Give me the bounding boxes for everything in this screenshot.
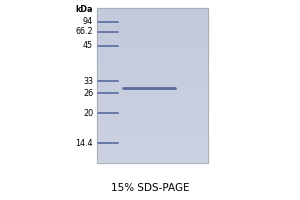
Bar bbox=[97, 16, 208, 18]
Bar bbox=[97, 132, 208, 134]
Bar bbox=[97, 116, 208, 118]
Text: 14.4: 14.4 bbox=[76, 138, 93, 148]
Bar bbox=[97, 138, 208, 140]
Bar bbox=[97, 142, 208, 144]
Bar bbox=[97, 130, 208, 132]
Bar bbox=[97, 124, 208, 126]
Bar bbox=[97, 107, 208, 109]
Bar bbox=[97, 31, 208, 33]
Bar bbox=[97, 144, 208, 146]
Bar bbox=[97, 64, 208, 66]
Bar bbox=[97, 136, 208, 138]
Bar bbox=[97, 10, 208, 12]
Bar bbox=[97, 101, 208, 103]
Bar bbox=[97, 58, 208, 60]
Bar bbox=[97, 95, 208, 97]
Bar bbox=[97, 93, 208, 95]
Bar bbox=[97, 128, 208, 130]
Bar bbox=[97, 120, 208, 122]
Bar bbox=[97, 45, 208, 47]
Text: 45: 45 bbox=[83, 42, 93, 50]
Bar bbox=[97, 22, 208, 23]
Bar bbox=[97, 12, 208, 14]
Bar bbox=[97, 14, 208, 16]
Bar bbox=[97, 103, 208, 105]
Text: 26: 26 bbox=[83, 88, 93, 98]
Bar bbox=[97, 122, 208, 124]
Bar bbox=[97, 29, 208, 31]
Bar bbox=[97, 23, 208, 25]
Text: kDa: kDa bbox=[76, 5, 93, 15]
Bar bbox=[97, 41, 208, 43]
Bar bbox=[97, 109, 208, 111]
Text: 15% SDS-PAGE: 15% SDS-PAGE bbox=[111, 183, 189, 193]
Bar bbox=[97, 159, 208, 161]
Bar bbox=[97, 118, 208, 120]
Bar bbox=[97, 140, 208, 142]
Bar bbox=[97, 49, 208, 51]
Bar bbox=[97, 53, 208, 54]
Bar bbox=[97, 148, 208, 149]
Bar bbox=[97, 97, 208, 99]
Bar bbox=[97, 155, 208, 157]
Bar bbox=[97, 37, 208, 39]
Bar bbox=[97, 54, 208, 56]
Bar bbox=[97, 82, 208, 84]
Text: 20: 20 bbox=[83, 108, 93, 117]
Bar bbox=[97, 39, 208, 41]
Bar bbox=[97, 161, 208, 163]
Bar bbox=[97, 8, 208, 10]
Bar bbox=[97, 111, 208, 113]
Bar bbox=[97, 157, 208, 159]
Bar bbox=[97, 86, 208, 87]
Bar bbox=[97, 47, 208, 49]
Bar bbox=[97, 126, 208, 128]
Bar bbox=[97, 76, 208, 78]
Bar bbox=[97, 51, 208, 53]
Bar bbox=[97, 27, 208, 29]
Bar bbox=[97, 149, 208, 151]
Bar bbox=[97, 60, 208, 62]
Bar bbox=[97, 56, 208, 58]
Text: 33: 33 bbox=[83, 76, 93, 86]
Bar bbox=[97, 66, 208, 68]
Bar bbox=[97, 134, 208, 136]
Bar bbox=[97, 89, 208, 91]
Bar bbox=[97, 62, 208, 64]
Bar bbox=[97, 72, 208, 74]
Bar bbox=[97, 80, 208, 82]
Bar bbox=[97, 70, 208, 72]
Bar bbox=[97, 74, 208, 76]
Bar bbox=[97, 87, 208, 89]
Bar bbox=[97, 68, 208, 70]
Bar bbox=[97, 20, 208, 22]
Bar bbox=[97, 151, 208, 153]
Bar bbox=[97, 8, 208, 163]
Bar bbox=[97, 35, 208, 37]
Bar bbox=[97, 78, 208, 80]
Bar bbox=[97, 91, 208, 93]
Bar bbox=[97, 25, 208, 27]
Bar bbox=[97, 105, 208, 107]
Bar bbox=[97, 33, 208, 35]
Bar bbox=[97, 146, 208, 148]
Text: 66.2: 66.2 bbox=[75, 27, 93, 36]
Bar bbox=[97, 115, 208, 116]
Bar bbox=[97, 43, 208, 45]
Bar bbox=[97, 18, 208, 20]
Bar bbox=[97, 84, 208, 86]
Text: 94: 94 bbox=[83, 18, 93, 26]
Bar bbox=[97, 113, 208, 115]
Bar bbox=[97, 153, 208, 155]
Bar bbox=[97, 99, 208, 101]
